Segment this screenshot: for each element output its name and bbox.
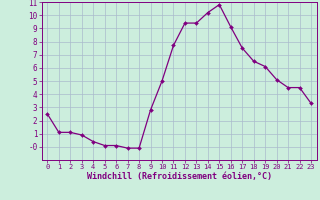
X-axis label: Windchill (Refroidissement éolien,°C): Windchill (Refroidissement éolien,°C) — [87, 172, 272, 181]
